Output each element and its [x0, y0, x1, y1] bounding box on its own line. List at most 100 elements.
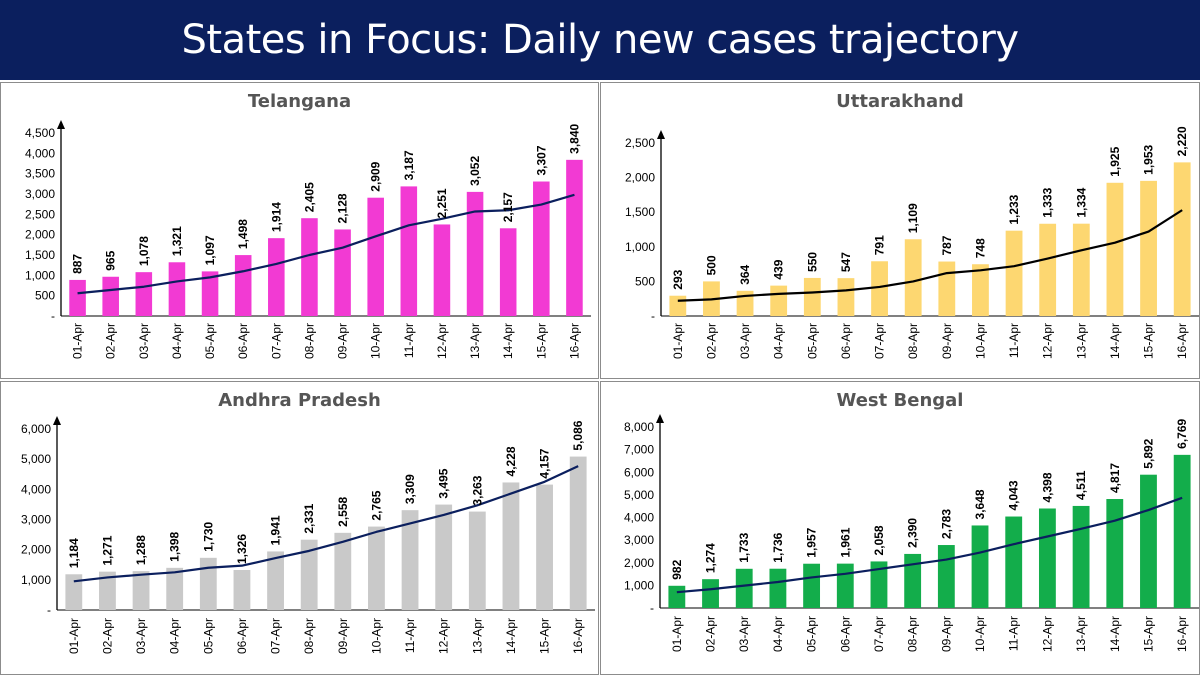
x-tick-label: 08-Apr	[302, 618, 316, 654]
bar	[166, 567, 184, 610]
x-tick-label: 12-Apr	[437, 618, 451, 654]
data-label: 5,086	[571, 420, 585, 450]
data-label: 2,220	[1175, 126, 1189, 156]
bar	[135, 272, 153, 316]
data-label: 1,953	[1142, 144, 1156, 174]
bar	[904, 553, 922, 608]
y-tick-label: 1,000	[625, 240, 655, 254]
x-tick-label: 07-Apr	[872, 616, 886, 652]
x-tick-label: 05-Apr	[805, 616, 819, 652]
x-tick-label: 02-Apr	[100, 618, 114, 654]
data-label: 1,914	[269, 202, 283, 232]
x-tick-label: 13-Apr	[1074, 323, 1088, 359]
y-tick-label: 2,000	[624, 556, 654, 570]
x-tick-label: 04-Apr	[771, 616, 785, 652]
x-tick-label: 06-Apr	[236, 323, 250, 359]
y-tick-label: 6,000	[624, 465, 654, 479]
bar	[702, 579, 719, 608]
y-tick-label: 2,500	[25, 207, 55, 221]
data-label: 1,733	[737, 532, 751, 562]
data-label: 2,331	[302, 503, 316, 533]
y-tick-label: 4,000	[21, 482, 51, 496]
bar	[400, 186, 418, 316]
x-tick-label: 09-Apr	[336, 323, 350, 359]
data-label: 2,128	[336, 193, 350, 223]
bar	[1140, 474, 1157, 608]
data-label: 787	[940, 235, 954, 255]
x-tick-label: 08-Apr	[906, 616, 920, 652]
bar	[433, 224, 451, 316]
x-tick-label: 01-Apr	[67, 618, 81, 654]
y-tick-label: 7,000	[624, 443, 654, 457]
trend-line	[73, 465, 579, 583]
data-label: 3,840	[567, 123, 581, 153]
bar	[1140, 180, 1157, 316]
data-label: 2,157	[501, 192, 515, 222]
bar	[1072, 505, 1090, 608]
y-tick-label: 1,000	[25, 268, 55, 282]
x-tick-label: 16-Apr	[1175, 616, 1189, 652]
bar	[301, 218, 318, 316]
bar	[367, 197, 384, 316]
bar	[69, 279, 86, 316]
x-tick-label: 08-Apr	[906, 323, 920, 359]
page-title: States in Focus: Daily new cases traject…	[181, 17, 1020, 63]
bar	[199, 557, 217, 610]
data-label: 1,288	[134, 535, 148, 565]
bar	[803, 563, 821, 608]
y-tick-label: 3,000	[624, 533, 654, 547]
data-label: 4,817	[1108, 463, 1122, 493]
x-tick-label: 13-Apr	[468, 323, 482, 359]
data-label: 2,251	[435, 188, 449, 218]
bar	[870, 561, 888, 608]
y-tick-label: 6,000	[21, 422, 51, 436]
y-tick-label: 2,000	[25, 228, 55, 242]
y-tick-label: 3,000	[25, 187, 55, 201]
x-tick-label: 05-Apr	[201, 618, 215, 654]
bar	[770, 285, 788, 316]
y-axis-arrow	[57, 120, 65, 129]
x-tick-label: 07-Apr	[873, 323, 887, 359]
bar	[1038, 508, 1056, 608]
bar	[234, 255, 252, 316]
bar	[132, 571, 150, 610]
y-tick-label: -	[651, 309, 655, 323]
bar	[368, 526, 385, 610]
data-label: 1,925	[1108, 146, 1122, 176]
data-label: 2,390	[906, 518, 920, 548]
x-tick-label: 16-Apr	[571, 618, 585, 654]
x-tick-label: 09-Apr	[940, 323, 954, 359]
data-label: 1,941	[269, 515, 283, 545]
bar	[904, 239, 922, 316]
data-label: 500	[704, 255, 718, 275]
data-label: 1,498	[236, 219, 250, 249]
x-tick-label: 02-Apr	[704, 616, 718, 652]
data-label: 1,321	[170, 226, 184, 256]
y-tick-label: 2,000	[21, 543, 51, 557]
chart-canvas: - 500 1,000 1,500 2,000 2,500 3,000 3,500 4,000 4…	[25, 120, 591, 359]
bar	[466, 191, 484, 316]
chart-canvas: - 1,000 2,000 3,000 4,000 5,000 6,000 1,184 1,27…	[21, 416, 595, 654]
y-tick-label: 500	[635, 274, 655, 288]
x-tick-label: 02-Apr	[704, 323, 718, 359]
bar	[267, 551, 284, 610]
x-tick-label: 07-Apr	[269, 618, 283, 654]
x-tick-label: 10-Apr	[369, 618, 383, 654]
x-tick-label: 11-Apr	[402, 323, 416, 358]
data-label: 2,405	[302, 182, 316, 212]
data-label: 2,765	[369, 490, 383, 520]
data-label: 6,769	[1175, 418, 1189, 448]
bar	[1106, 182, 1124, 316]
bar	[938, 261, 956, 316]
x-tick-label: 04-Apr	[168, 618, 182, 654]
data-label: 1,333	[1041, 187, 1055, 217]
data-label: 1,398	[168, 531, 182, 561]
x-tick-label: 10-Apr	[973, 323, 987, 359]
chart-canvas: - 500 1,000 1,500 2,000 2,500 293 500 364 439 550 5…	[625, 126, 1199, 359]
bar	[1005, 516, 1023, 608]
x-tick-label: 13-Apr	[1074, 616, 1088, 652]
trend-line	[676, 496, 1183, 594]
x-tick-label: 15-Apr	[534, 323, 548, 359]
x-tick-label: 15-Apr	[1142, 323, 1156, 359]
data-label: 293	[671, 269, 685, 289]
